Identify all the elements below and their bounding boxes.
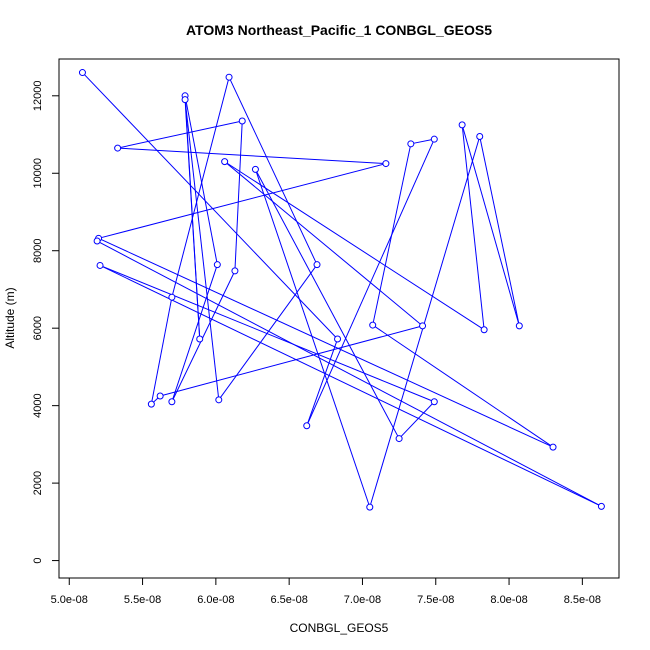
data-point <box>114 144 122 152</box>
data-point <box>395 435 403 443</box>
data-point <box>168 398 176 406</box>
series-segment <box>306 338 339 426</box>
series-segment <box>99 264 435 403</box>
series-segment <box>254 169 371 508</box>
series-segment <box>369 136 481 508</box>
series-segment <box>184 99 220 400</box>
series-segment <box>96 240 602 507</box>
data-point <box>313 261 321 269</box>
series-segment <box>224 161 423 327</box>
series-segment <box>372 143 412 326</box>
series-segment <box>171 264 218 402</box>
y-tick-label: 0 <box>32 558 44 564</box>
data-point <box>515 322 523 330</box>
x-tick-label: 6.5e-08 <box>271 594 308 606</box>
y-axis-label: Altitude (m) <box>3 287 17 348</box>
data-point <box>238 117 246 125</box>
x-tick-label: 8.5e-08 <box>564 594 601 606</box>
data-point <box>430 135 438 143</box>
data-point <box>407 140 415 148</box>
series-segment <box>398 401 435 439</box>
data-point <box>382 160 390 168</box>
data-point <box>303 422 311 430</box>
y-tick-label: 2000 <box>32 471 44 495</box>
series-segment <box>171 77 230 298</box>
y-tick-label: 10000 <box>32 158 44 189</box>
data-point <box>430 398 438 406</box>
series-segment <box>160 325 423 397</box>
data-point <box>366 503 374 511</box>
x-tick-label: 7.5e-08 <box>417 594 454 606</box>
data-point <box>549 443 557 451</box>
series-segment <box>171 270 236 402</box>
data-point <box>147 400 155 408</box>
series-segment <box>99 264 602 507</box>
y-tick-label: 12000 <box>32 80 44 111</box>
y-tick-label: 8000 <box>32 238 44 262</box>
data-point <box>334 335 342 343</box>
series-segment <box>224 161 485 331</box>
data-point <box>181 96 189 104</box>
series-segment <box>150 297 173 405</box>
series-segment <box>479 136 520 326</box>
data-point <box>221 158 229 166</box>
plot-frame <box>58 58 620 579</box>
series-segment <box>410 138 435 145</box>
chart-title: ATOM3 Northeast_Pacific_1 CONBGL_GEOS5 <box>186 22 492 38</box>
x-tick-label: 7.0e-08 <box>344 594 381 606</box>
x-axis-label: CONBGL_GEOS5 <box>290 621 389 635</box>
data-point <box>215 396 223 404</box>
data-point <box>369 321 377 329</box>
data-point <box>419 322 427 330</box>
series-segment <box>234 120 243 271</box>
series-segment <box>461 124 485 330</box>
series-segment <box>372 324 554 448</box>
y-tick-label: 6000 <box>32 316 44 340</box>
series-segment <box>98 163 387 239</box>
series-segment <box>461 124 520 326</box>
data-point <box>597 502 605 510</box>
y-axis: 0 2000 4000 6000 8000 10000 12000 <box>32 80 60 564</box>
data-point <box>231 267 239 275</box>
series-segment <box>98 237 554 448</box>
series-layer <box>78 69 605 511</box>
x-tick-label: 5.0e-08 <box>51 594 88 606</box>
series-segment <box>184 95 218 265</box>
series-segment <box>218 264 318 401</box>
data-point <box>156 392 164 400</box>
series-segment <box>117 120 243 149</box>
series-segment <box>254 169 400 439</box>
x-axis: 5.0e-08 5.5e-08 6.0e-08 6.5e-08 7.0e-08 7.5e-… <box>51 577 601 606</box>
series-segment <box>228 76 318 265</box>
data-point <box>458 121 466 129</box>
data-point <box>93 237 101 245</box>
data-point <box>168 293 176 301</box>
data-point <box>196 335 204 343</box>
data-point <box>480 326 488 334</box>
data-point <box>96 261 104 269</box>
data-point <box>251 165 259 173</box>
y-tick-label: 4000 <box>32 393 44 417</box>
x-tick-label: 5.5e-08 <box>124 594 161 606</box>
data-point <box>225 73 233 81</box>
x-tick-label: 8.0e-08 <box>490 594 527 606</box>
data-point <box>476 132 484 140</box>
data-point <box>213 261 221 269</box>
x-tick-label: 6.0e-08 <box>197 594 234 606</box>
data-point <box>78 69 86 77</box>
series-segment <box>117 147 386 165</box>
